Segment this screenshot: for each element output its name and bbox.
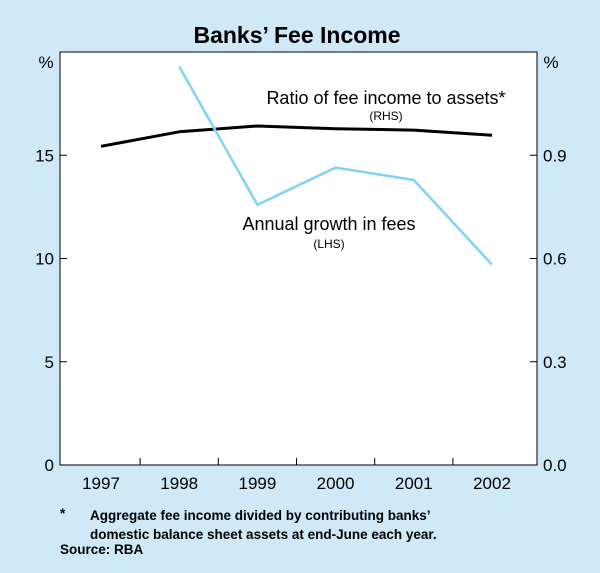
- footnote-marker: *: [60, 506, 66, 521]
- left-tick-label: 10: [35, 250, 54, 269]
- ratio-series-line: [100, 124, 493, 148]
- right-axis-unit: %: [543, 53, 558, 72]
- source-note: Source: RBA: [60, 542, 144, 557]
- left-tick-label: 5: [45, 353, 54, 372]
- ratio-series-label: Ratio of fee income to assets*: [266, 88, 505, 108]
- chart-title: Banks’ Fee Income: [193, 22, 400, 48]
- x-tick-label: 1997: [82, 474, 120, 493]
- footnote-line-2: domestic balance sheet assets at end-Jun…: [90, 527, 437, 542]
- ratio-series-axis-label: (RHS): [369, 109, 402, 123]
- plot-area: [59, 51, 538, 466]
- footnote: * Aggregate fee income divided by contri…: [60, 506, 437, 544]
- x-tick-label: 2000: [317, 474, 355, 493]
- x-tick-label: 2002: [473, 474, 511, 493]
- growth-series-line: [178, 65, 493, 266]
- left-tick-label: 15: [35, 146, 54, 165]
- right-tick-label: 0.0: [543, 456, 567, 475]
- left-axis-unit: %: [38, 53, 53, 72]
- right-tick-label: 0.6: [543, 250, 567, 269]
- x-tick-label: 2001: [395, 474, 433, 493]
- left-tick-label: 0: [45, 456, 54, 475]
- right-tick-label: 0.9: [543, 146, 567, 165]
- right-tick-label: 0.3: [543, 353, 567, 372]
- x-tick-label: 1998: [160, 474, 198, 493]
- x-tick-label: 1999: [238, 474, 276, 493]
- growth-series-axis-label: (LHS): [313, 237, 344, 251]
- growth-series-label: Annual growth in fees: [242, 214, 415, 234]
- footnote-line-1: Aggregate fee income divided by contribu…: [90, 508, 431, 523]
